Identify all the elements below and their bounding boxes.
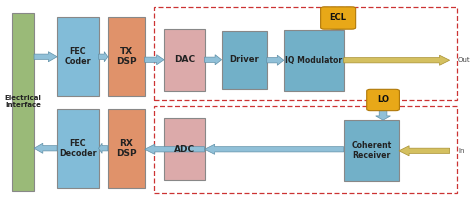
Text: FEC
Decoder: FEC Decoder [59, 139, 97, 158]
Text: In: In [458, 148, 465, 154]
FancyArrow shape [34, 143, 57, 153]
Bar [344, 120, 399, 182]
FancyArrow shape [267, 55, 284, 65]
Bar [108, 109, 145, 187]
Bar [57, 18, 99, 96]
Text: Coherent
Receiver: Coherent Receiver [351, 141, 392, 161]
Text: LO: LO [377, 95, 389, 104]
FancyArrow shape [99, 52, 108, 62]
FancyArrow shape [145, 144, 204, 154]
Text: Electrical
Interface: Electrical Interface [5, 95, 41, 109]
Bar [164, 29, 204, 91]
FancyArrow shape [376, 109, 391, 120]
Bar [154, 106, 457, 193]
Text: IQ Modulator: IQ Modulator [285, 56, 342, 65]
FancyArrow shape [344, 55, 450, 65]
Text: FEC
Coder: FEC Coder [64, 47, 91, 67]
Bar [57, 109, 99, 187]
Text: Out: Out [458, 57, 471, 63]
FancyArrow shape [99, 143, 108, 153]
FancyArrow shape [204, 144, 344, 154]
Bar [164, 118, 204, 181]
Text: Driver: Driver [229, 55, 259, 64]
FancyArrow shape [34, 52, 57, 62]
Text: RX
DSP: RX DSP [116, 139, 137, 158]
Text: ECL: ECL [329, 13, 346, 22]
Bar [154, 7, 457, 100]
FancyArrow shape [399, 146, 450, 156]
Text: ADC: ADC [173, 145, 195, 154]
FancyArrow shape [204, 55, 221, 65]
Bar [108, 18, 145, 96]
Bar [12, 13, 34, 191]
Bar [284, 30, 344, 91]
FancyArrow shape [145, 55, 164, 65]
FancyBboxPatch shape [320, 7, 356, 29]
Text: TX
DSP: TX DSP [116, 47, 137, 67]
Text: DAC: DAC [173, 55, 195, 64]
Bar [221, 31, 267, 89]
FancyBboxPatch shape [367, 89, 400, 111]
FancyArrow shape [331, 28, 346, 30]
